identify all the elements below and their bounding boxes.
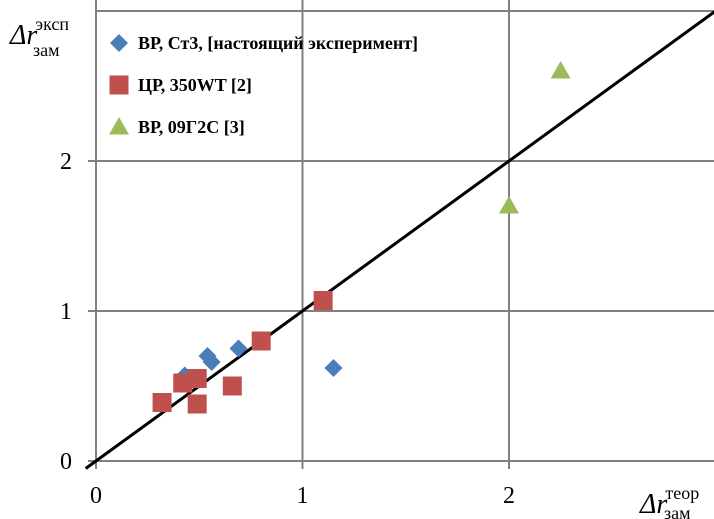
- data-point-square: [222, 376, 242, 396]
- legend-marker-diamond: [110, 34, 128, 52]
- data-point-diamond: [324, 359, 343, 377]
- y-axis-label-sup: эксп: [35, 14, 69, 34]
- data-point-square: [251, 331, 271, 351]
- tick-labels: 0 1 2 0 1 2: [60, 149, 515, 509]
- data-point-square: [173, 373, 193, 393]
- legend-label: ВР, 09Г2С [3]: [138, 117, 245, 137]
- y-axis-label: Δrэксп: [9, 14, 69, 51]
- data-point-triangle: [499, 196, 519, 214]
- data-points: [152, 61, 571, 414]
- y-tick-label: 1: [60, 299, 72, 325]
- x-tick-label: 0: [90, 483, 102, 509]
- data-point-square: [313, 291, 333, 310]
- data-point-square: [187, 394, 207, 414]
- x-axis-label-sup: теор: [665, 483, 699, 503]
- y-axis-label-subscript: зам: [33, 40, 60, 60]
- y-tick-label: 2: [60, 149, 72, 175]
- x-axis-label: Δrтеор: [639, 483, 699, 519]
- grid-lines: [96, 0, 714, 461]
- y-tick-label: 0: [60, 449, 72, 475]
- legend-marker-triangle: [109, 117, 129, 135]
- x-axis-label-subscript: зам: [664, 503, 691, 519]
- data-point-square: [152, 393, 172, 412]
- legend-marker-square: [109, 75, 129, 95]
- legend-label: ЦР, 350WT [2]: [138, 75, 252, 95]
- x-tick-label: 2: [503, 483, 515, 509]
- legend: ВР, Ст3, [настоящий эксперимент] ЦР, 350W…: [109, 33, 418, 137]
- data-point-diamond: [202, 353, 221, 371]
- data-point-square: [187, 369, 207, 388]
- data-point-triangle: [550, 61, 571, 79]
- y-axis-label-main: Δr: [9, 20, 37, 51]
- legend-label: ВР, Ст3, [настоящий эксперимент]: [138, 33, 418, 53]
- data-point-diamond: [229, 339, 248, 358]
- x-tick-label: 1: [297, 483, 309, 509]
- x-axis-label-main: Δr: [639, 489, 667, 519]
